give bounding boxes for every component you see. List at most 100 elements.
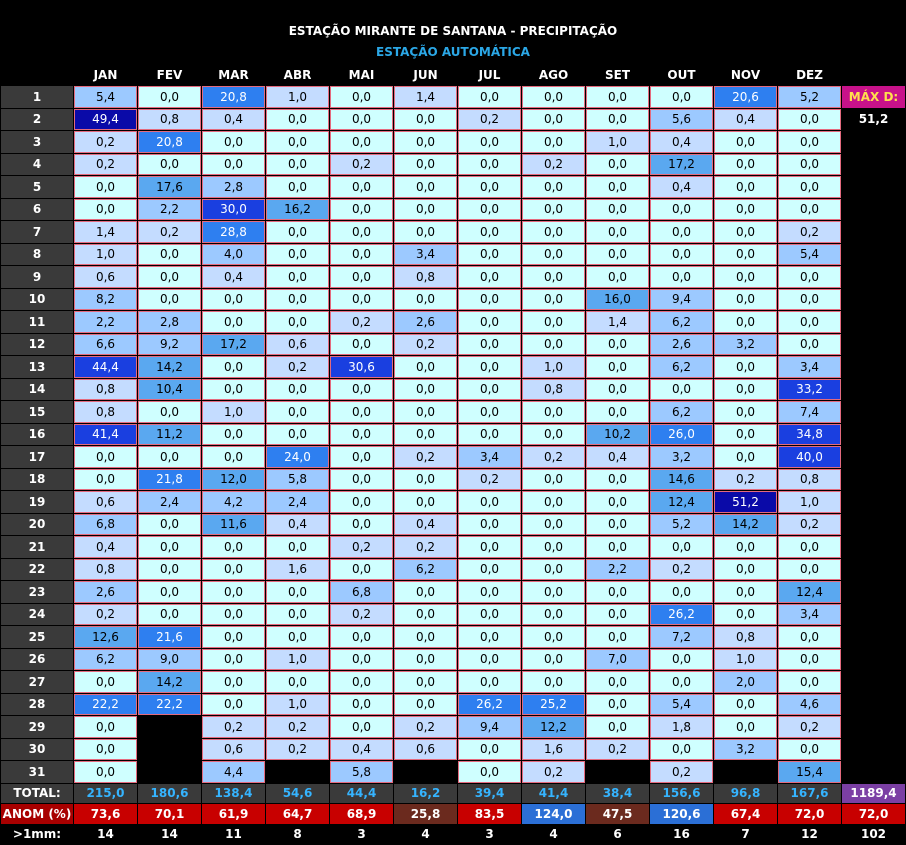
rain-value-cell: 5,4	[778, 243, 841, 265]
rain-value-cell: 0,0	[458, 131, 521, 153]
rain-value-cell: 9,2	[138, 333, 201, 355]
rain-value-cell: 2,2	[586, 558, 649, 580]
rain-value-cell: 0,0	[202, 153, 265, 175]
rain-value-cell: 5,6	[650, 108, 713, 130]
rain-value-cell: 0,0	[458, 176, 521, 198]
rain-value-cell: 0,2	[778, 221, 841, 243]
rain-value-cell: 6,2	[650, 311, 713, 333]
rain-value-cell: 0,0	[778, 536, 841, 558]
rain-value-cell: 6,2	[650, 356, 713, 378]
table-row: 8 1,0 0,0 4,0 0,0 0,0 3,4 0,0 0,0 0,0 0,0 0,0 5,4	[1, 243, 905, 265]
rain-value-cell: 6,2	[74, 648, 137, 670]
rain-value-cell: 44,4	[74, 356, 137, 378]
rain-value-cell: 0,0	[778, 333, 841, 355]
blank-cell	[842, 198, 905, 220]
table-row: 29 0,0 0,2 0,2 0,0 0,2 9,4 12,2 0,0 1,8 0,0 0,2	[1, 716, 905, 738]
rain-value-cell: 0,0	[522, 536, 585, 558]
page-subtitle: ESTAÇÃO AUTOMÁTICA	[376, 45, 530, 59]
table-row: 10 8,2 0,0 0,0 0,0 0,0 0,0 0,0 0,0 16,0 9,4 0,0 0,0	[1, 288, 905, 310]
rain-value-cell: 0,8	[522, 378, 585, 400]
rain-value-cell: 3,4	[778, 603, 841, 625]
rain-value-cell: 0,0	[202, 626, 265, 648]
annual-total: 1189,4	[842, 783, 905, 803]
rain-value-cell: 17,2	[650, 153, 713, 175]
rain-value-cell: 0,0	[202, 671, 265, 693]
rain-value-cell: 0,6	[202, 738, 265, 760]
rain-value-cell: 0,0	[458, 153, 521, 175]
rain-value-cell: 0,0	[778, 198, 841, 220]
rain-value-cell: 0,0	[522, 468, 585, 490]
rain-value-cell: 1,0	[266, 648, 329, 670]
blank-cell	[842, 648, 905, 670]
rain-value-cell: 0,2	[650, 558, 713, 580]
rain-value-cell: 0,0	[458, 333, 521, 355]
table-row: 18 0,0 21,8 12,0 5,8 0,0 0,0 0,2 0,0 0,0 14,6 0,2 0,…	[1, 468, 905, 490]
monthly-anomaly: 64,7	[266, 804, 329, 824]
rain-value-cell: 40,0	[778, 446, 841, 468]
month-header: ABR	[266, 65, 329, 85]
monthly-anomaly: 47,5	[586, 804, 649, 824]
rain-value-cell: 0,0	[650, 198, 713, 220]
annual-rain-days: 102	[842, 824, 905, 844]
rain-value-cell: 0,6	[266, 333, 329, 355]
rain-value-cell: 0,0	[394, 581, 457, 603]
rain-value-cell: 21,6	[138, 626, 201, 648]
rain-value-cell: 0,2	[266, 356, 329, 378]
rain-value-cell: 0,0	[586, 153, 649, 175]
rain-value-cell: 21,8	[138, 468, 201, 490]
rain-value-cell: 20,8	[138, 131, 201, 153]
rain-value-cell: 0,0	[330, 558, 393, 580]
blank-cell	[842, 626, 905, 648]
month-header: JUN	[394, 65, 457, 85]
blank-cell	[842, 671, 905, 693]
rain-value-cell: 0,0	[522, 333, 585, 355]
rain-value-cell: 0,0	[586, 198, 649, 220]
blank-cell	[842, 311, 905, 333]
rain-value-cell: 0,0	[586, 491, 649, 513]
monthly-rain-days: 4	[394, 824, 457, 844]
rain-value-cell: 0,0	[394, 693, 457, 715]
blank-cell	[842, 536, 905, 558]
rain-value-cell: 0,0	[650, 243, 713, 265]
rain-value-cell: 1,6	[266, 558, 329, 580]
rain-value-cell: 0,0	[778, 131, 841, 153]
empty-cell	[266, 761, 329, 783]
rain-value-cell: 1,0	[778, 491, 841, 513]
month-header-row: JAN FEV MAR ABR MAI JUN JUL AGO SET OUT NOV DEZ	[1, 65, 905, 85]
rain-value-cell: 0,2	[778, 716, 841, 738]
rain-days-row: >1mm: 14 14 11 8 3 4 3 4 6 16 7 12 102	[1, 824, 905, 844]
rain-value-cell: 2,2	[74, 311, 137, 333]
rain-value-cell: 0,0	[586, 266, 649, 288]
table-row: 26 6,2 9,0 0,0 1,0 0,0 0,0 0,0 0,0 7,0 0,0 1,0 0,0	[1, 648, 905, 670]
monthly-total: 167,6	[778, 783, 841, 803]
monthly-rain-days: 14	[74, 824, 137, 844]
rain-value-cell: 4,0	[202, 243, 265, 265]
day-label: 6	[1, 198, 73, 220]
rain-value-cell: 0,2	[458, 468, 521, 490]
rain-value-cell: 0,0	[266, 108, 329, 130]
rain-value-cell: 1,4	[586, 311, 649, 333]
rain-value-cell: 0,0	[394, 491, 457, 513]
monthly-anomaly: 61,9	[202, 804, 265, 824]
rain-value-cell: 51,2	[714, 491, 777, 513]
rain-value-cell: 0,0	[586, 626, 649, 648]
rain-value-cell: 0,2	[778, 513, 841, 535]
rain-value-cell: 0,0	[522, 491, 585, 513]
day-label: 26	[1, 648, 73, 670]
rain-value-cell: 0,0	[138, 536, 201, 558]
rain-value-cell: 0,0	[202, 693, 265, 715]
rain-value-cell: 0,4	[650, 131, 713, 153]
rain-value-cell: 0,2	[458, 108, 521, 130]
rain-value-cell: 0,4	[74, 536, 137, 558]
blank-cell	[842, 558, 905, 580]
rain-value-cell: 7,4	[778, 401, 841, 423]
max-daily-label: MÁX D:	[842, 86, 905, 108]
rain-value-cell: 1,0	[202, 401, 265, 423]
rain-value-cell: 0,0	[586, 401, 649, 423]
rain-value-cell: 0,0	[650, 266, 713, 288]
rain-value-cell: 14,6	[650, 468, 713, 490]
rain-value-cell: 0,0	[586, 356, 649, 378]
day-label: 9	[1, 266, 73, 288]
rain-value-cell: 0,0	[330, 446, 393, 468]
rain-value-cell: 3,2	[650, 446, 713, 468]
